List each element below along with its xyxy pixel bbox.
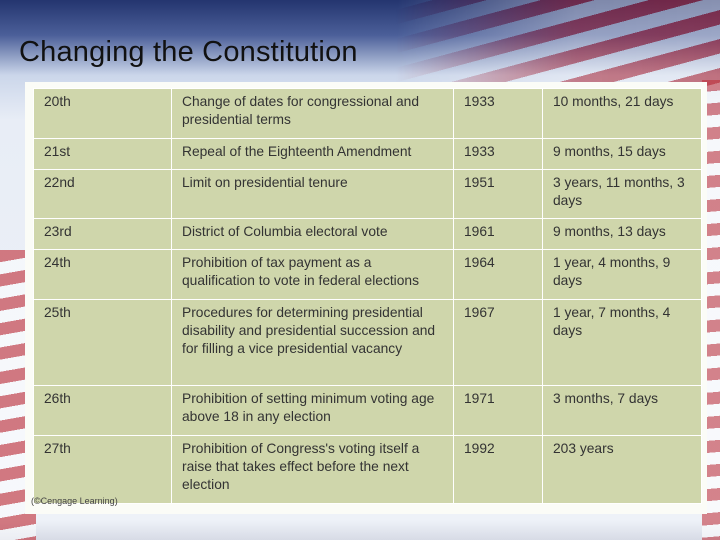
subject-cell: Repeal of the Eighteenth Amendment [171,138,454,170]
table-row: 24th Prohibition of tax payment as a qua… [33,249,702,300]
time-cell: 3 years, 11 months, 3 days [542,169,702,219]
time-cell: 10 months, 21 days [542,88,702,139]
subject-cell: Prohibition of Congress's voting itself … [171,435,454,504]
time-cell: 9 months, 15 days [542,138,702,170]
year-cell: 1971 [453,385,543,436]
year-cell: 1961 [453,218,543,250]
time-cell: 203 years [542,435,702,504]
subject-cell: Prohibition of tax payment as a qualific… [171,249,454,300]
subject-cell: Change of dates for congressional and pr… [171,88,454,139]
table-row: 20th Change of dates for congressional a… [33,88,702,139]
table-panel: 20th Change of dates for congressional a… [25,82,707,514]
year-cell: 1964 [453,249,543,300]
time-cell: 1 year, 4 months, 9 days [542,249,702,300]
year-cell: 1992 [453,435,543,504]
subject-cell: Prohibition of setting minimum voting ag… [171,385,454,436]
year-cell: 1933 [453,138,543,170]
amendment-cell: 26th [33,385,172,436]
table-row: 22nd Limit on presidential tenure 1951 3… [33,169,702,219]
amendment-cell: 27th [33,435,172,504]
amendment-cell: 24th [33,249,172,300]
image-credit: (©Cengage Learning) [31,496,118,506]
time-cell: 1 year, 7 months, 4 days [542,299,702,386]
subject-cell: District of Columbia electoral vote [171,218,454,250]
table-row: 27th Prohibition of Congress's voting it… [33,435,702,504]
table-row: 25th Procedures for determining presiden… [33,299,702,386]
amendment-cell: 22nd [33,169,172,219]
amendment-cell: 21st [33,138,172,170]
table-row: 21st Repeal of the Eighteenth Amendment … [33,138,702,170]
amendment-cell: 25th [33,299,172,386]
time-cell: 9 months, 13 days [542,218,702,250]
amendments-table: 20th Change of dates for congressional a… [33,88,702,504]
subject-cell: Limit on presidential tenure [171,169,454,219]
year-cell: 1967 [453,299,543,386]
amendment-cell: 23rd [33,218,172,250]
amendment-cell: 20th [33,88,172,139]
time-cell: 3 months, 7 days [542,385,702,436]
year-cell: 1933 [453,88,543,139]
year-cell: 1951 [453,169,543,219]
subject-cell: Procedures for determining presidential … [171,299,454,386]
slide-title: Changing the Constitution [19,36,358,68]
table-row: 26th Prohibition of setting minimum voti… [33,385,702,436]
table-row: 23rd District of Columbia electoral vote… [33,218,702,250]
